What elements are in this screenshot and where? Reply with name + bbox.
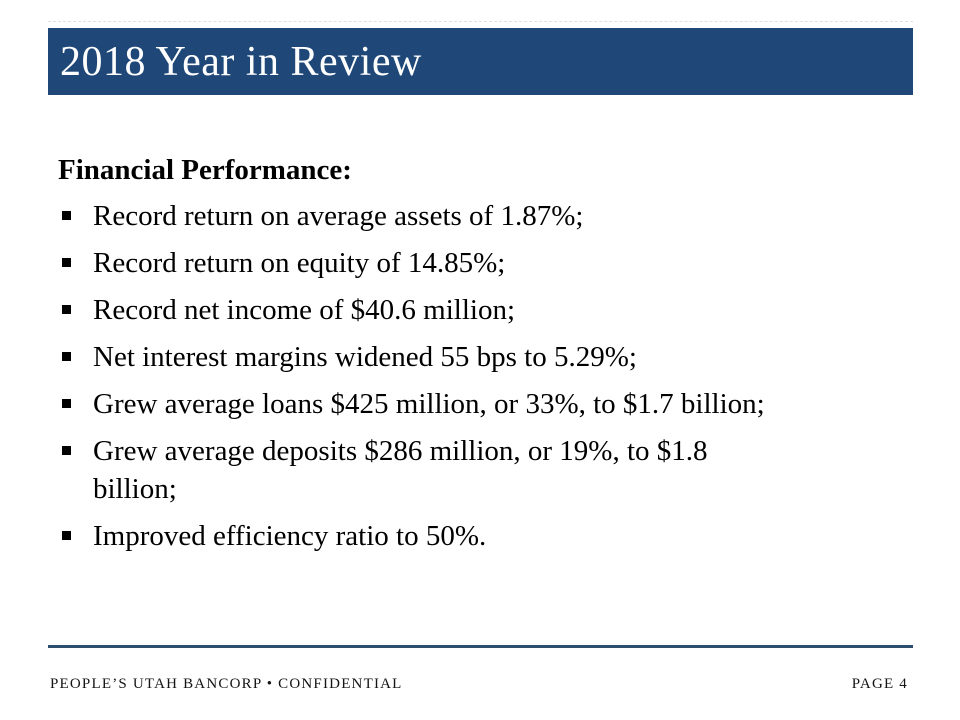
bullet-square-icon	[62, 446, 71, 455]
bullet-item: Record return on average assets of 1.87%…	[58, 197, 914, 235]
bullet-text: Net interest margins widened 55 bps to 5…	[93, 341, 637, 373]
bullet-text: Record return on equity of 14.85%;	[93, 247, 506, 279]
bullet-square-icon	[62, 258, 71, 267]
bullet-square-icon	[62, 399, 71, 408]
footer-rule	[48, 645, 913, 648]
top-dashed-line	[48, 21, 913, 22]
bullet-square-icon	[62, 211, 71, 220]
bullet-item: Record net income of $40.6 million;	[58, 291, 914, 329]
bullet-text: Improved efficiency ratio to 50%.	[93, 520, 487, 552]
footer: PEOPLE’S UTAH BANCORP • CONFIDENTIAL PAG…	[50, 676, 908, 693]
bullet-square-icon	[62, 305, 71, 314]
slide-body: Financial Performance: Record return on …	[58, 150, 914, 564]
bullet-text: Grew average deposits $286 million, or 1…	[93, 435, 708, 505]
bullet-item: Improved efficiency ratio to 50%.	[58, 517, 914, 555]
bullet-text: Grew average loans $425 million, or 33%,…	[93, 388, 765, 420]
bullet-item: Record return on equity of 14.85%;	[58, 244, 914, 282]
bullet-text: Record net income of $40.6 million;	[93, 294, 516, 326]
slide-title: 2018 Year in Review	[60, 38, 422, 85]
footer-left-text: PEOPLE’S UTAH BANCORP • CONFIDENTIAL	[50, 676, 403, 692]
slide-title-banner: 2018 Year in Review	[48, 28, 913, 95]
body-heading: Financial Performance:	[58, 154, 352, 186]
bullet-text: Record return on average assets of 1.87%…	[93, 200, 584, 232]
bullet-square-icon	[62, 531, 71, 540]
bullet-item: Grew average loans $425 million, or 33%,…	[58, 385, 914, 423]
bullet-square-icon	[62, 352, 71, 361]
footer-page-number: PAGE 4	[851, 676, 908, 692]
bullet-item: Grew average deposits $286 million, or 1…	[58, 432, 914, 508]
bullet-list: Record return on average assets of 1.87%…	[58, 197, 914, 555]
bullet-item: Net interest margins widened 55 bps to 5…	[58, 338, 914, 376]
